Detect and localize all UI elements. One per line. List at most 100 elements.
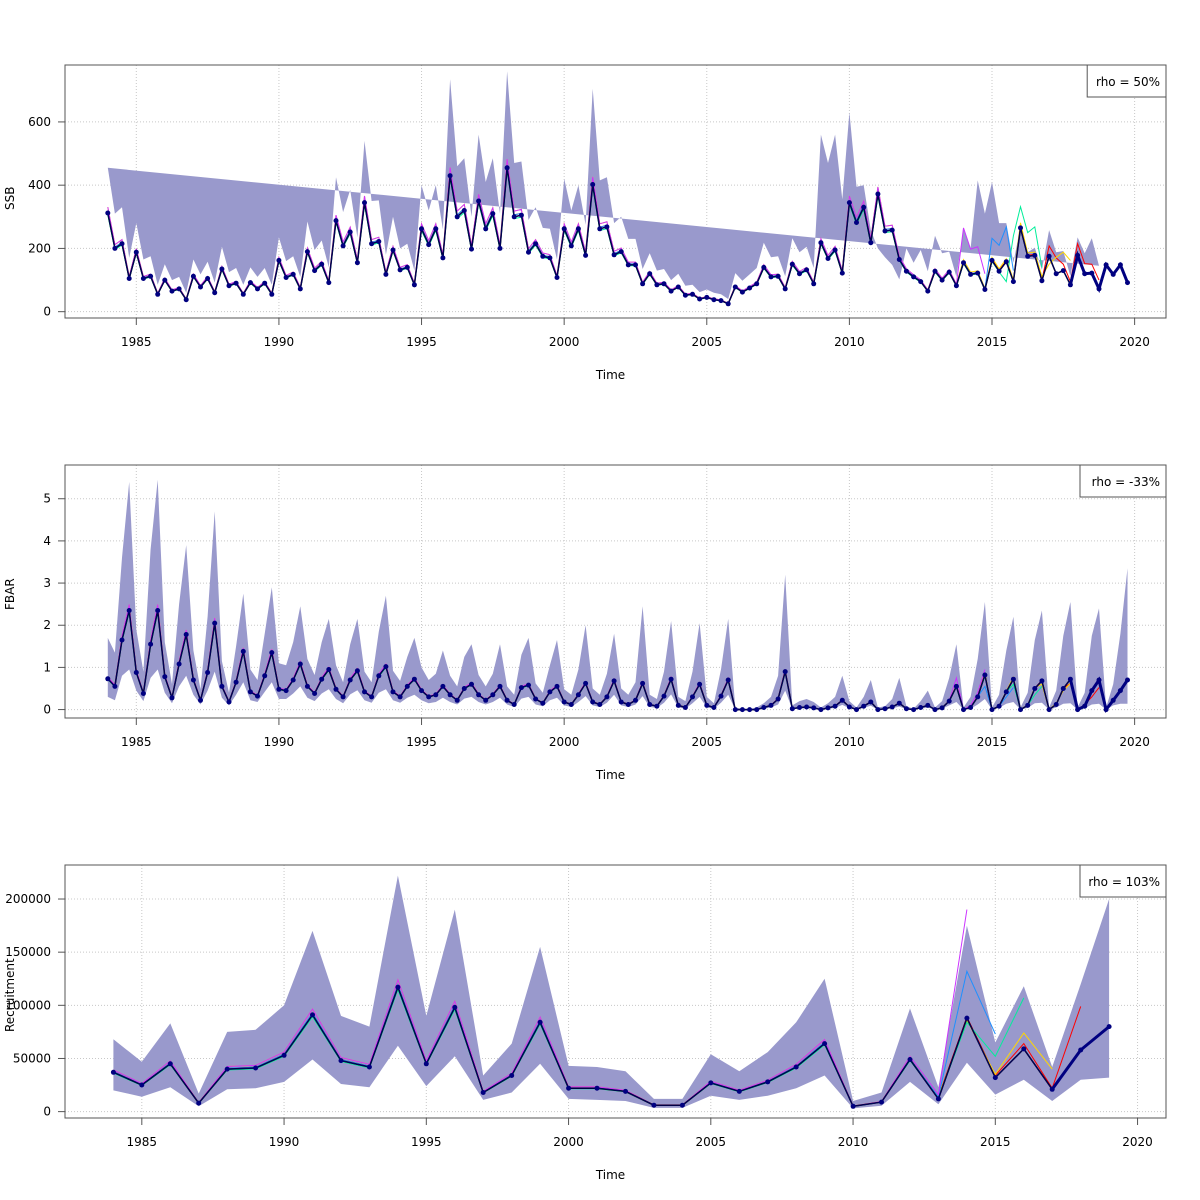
data-point xyxy=(190,677,196,683)
data-point xyxy=(946,269,952,275)
data-point xyxy=(968,271,974,277)
data-point xyxy=(340,694,346,700)
data-point xyxy=(148,273,154,279)
data-point xyxy=(647,271,653,277)
data-point xyxy=(1082,703,1088,709)
data-point xyxy=(233,679,239,685)
data-point xyxy=(903,268,909,274)
data-point xyxy=(395,984,401,990)
data-point xyxy=(162,674,168,680)
data-point xyxy=(818,707,824,713)
y-tick-label: 2 xyxy=(43,618,51,632)
data-point xyxy=(832,703,838,709)
data-point xyxy=(575,226,581,232)
data-point xyxy=(518,685,524,691)
data-point xyxy=(804,267,810,273)
data-point xyxy=(133,670,139,675)
data-point xyxy=(818,240,824,246)
data-point xyxy=(690,291,695,297)
data-point xyxy=(262,673,268,679)
data-point xyxy=(240,648,246,654)
data-point xyxy=(404,264,410,270)
y-tick-label: 600 xyxy=(28,115,51,129)
data-point xyxy=(354,668,360,674)
data-point xyxy=(1060,686,1066,691)
data-point xyxy=(1096,677,1102,683)
data-point xyxy=(1003,689,1009,695)
data-point xyxy=(625,262,631,268)
data-point xyxy=(433,692,439,698)
data-point xyxy=(797,705,802,710)
data-point xyxy=(139,1082,145,1088)
x-tick-label: 2005 xyxy=(692,335,723,349)
data-point xyxy=(975,270,981,276)
y-tick-label: 3 xyxy=(43,576,51,590)
data-point xyxy=(304,249,310,255)
data-point xyxy=(433,226,439,232)
y-tick-label: 100000 xyxy=(5,998,51,1012)
data-point xyxy=(896,700,902,706)
data-point xyxy=(675,702,681,708)
data-point xyxy=(789,706,795,712)
data-point xyxy=(283,688,289,694)
data-point xyxy=(340,243,346,249)
data-point xyxy=(404,683,410,689)
data-point xyxy=(224,1066,230,1072)
y-tick-label: 200000 xyxy=(5,892,51,906)
data-point xyxy=(747,707,753,713)
data-point xyxy=(176,661,182,667)
data-point xyxy=(526,682,531,688)
data-point xyxy=(183,632,189,637)
x-tick-label: 1995 xyxy=(411,1135,442,1149)
x-tick-label: 1995 xyxy=(406,735,437,749)
data-point xyxy=(281,1052,287,1058)
data-point xyxy=(190,273,196,279)
data-point xyxy=(537,1019,543,1025)
x-tick-label: 1990 xyxy=(269,1135,300,1149)
data-point xyxy=(989,257,995,263)
data-point xyxy=(304,683,310,689)
data-point xyxy=(961,707,966,713)
data-point xyxy=(761,705,767,710)
x-tick-label: 2010 xyxy=(834,735,865,749)
data-point xyxy=(533,696,539,702)
data-point xyxy=(196,1100,202,1106)
data-point xyxy=(554,275,560,280)
x-tick-label: 1985 xyxy=(121,335,152,349)
data-point xyxy=(568,702,574,707)
data-point xyxy=(419,688,424,694)
data-point xyxy=(376,239,382,244)
data-point xyxy=(198,284,203,290)
data-point xyxy=(854,220,859,225)
data-point xyxy=(276,257,282,263)
data-point xyxy=(939,277,945,283)
data-point xyxy=(112,683,118,689)
data-point xyxy=(654,703,660,709)
data-point xyxy=(140,276,146,281)
data-point xyxy=(597,226,603,232)
recruitment-ylabel: Recruitment xyxy=(3,958,17,1032)
x-tick-label: 2015 xyxy=(977,335,1008,349)
data-point xyxy=(725,677,731,683)
data-point xyxy=(397,694,403,700)
data-point xyxy=(426,694,432,700)
data-point xyxy=(326,280,332,286)
data-point xyxy=(369,694,375,700)
data-point xyxy=(765,1079,771,1085)
data-point xyxy=(768,702,774,708)
data-point xyxy=(310,1012,315,1018)
data-point xyxy=(319,261,325,267)
data-point xyxy=(312,268,318,274)
x-tick-label: 1985 xyxy=(127,1135,158,1149)
data-point xyxy=(668,676,674,682)
data-point xyxy=(640,680,646,686)
data-point xyxy=(654,282,660,288)
data-point xyxy=(747,285,753,291)
data-point xyxy=(518,212,524,218)
data-point xyxy=(411,282,417,288)
data-point xyxy=(269,291,275,297)
data-point xyxy=(212,290,218,296)
data-point xyxy=(219,683,225,689)
data-point xyxy=(476,198,482,204)
